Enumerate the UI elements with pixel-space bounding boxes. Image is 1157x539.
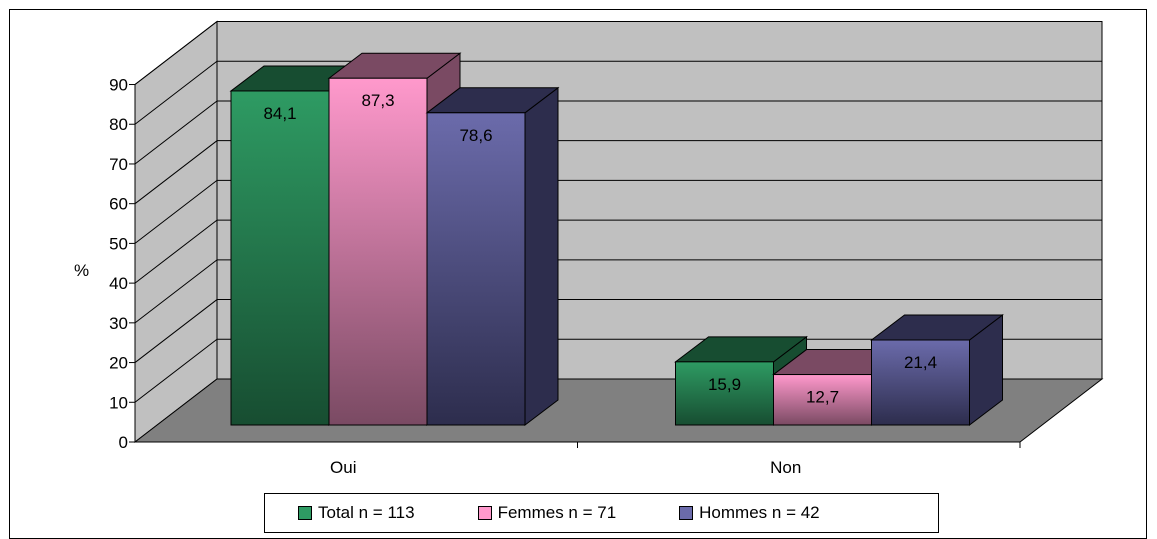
gridline-side bbox=[134, 338, 218, 403]
data-label: 21,4 bbox=[904, 353, 937, 372]
bar-side bbox=[524, 86, 559, 427]
gridline-side bbox=[134, 259, 218, 324]
y-tick-label: 50 bbox=[109, 234, 128, 253]
data-label: 84,1 bbox=[263, 104, 296, 123]
gridline-side bbox=[134, 21, 218, 85]
bar bbox=[871, 339, 970, 426]
legend-swatch-femmes bbox=[477, 506, 492, 520]
y-tick-label: 30 bbox=[109, 314, 128, 333]
legend-label-total: Total n = 113 bbox=[318, 503, 415, 522]
bar-chart-3d: 0 10 20 30 40 50 60 70 80 90% Oui 84,1 87,3 78,6 Non 15… bbox=[74, 20, 1104, 477]
category-label: Oui bbox=[330, 458, 356, 477]
category-label: Non bbox=[770, 458, 801, 477]
bar bbox=[328, 77, 428, 426]
y-tick-label: 40 bbox=[109, 274, 128, 293]
gridline-side bbox=[134, 219, 218, 284]
legend-swatch-total bbox=[298, 506, 312, 520]
legend-label-femmes: Femmes n = 71 bbox=[497, 503, 617, 522]
side-wall bbox=[134, 20, 218, 444]
legend: Total n = 113 Femmes n = 71 Hommes n = 4… bbox=[264, 493, 939, 533]
data-label: 12,7 bbox=[806, 388, 839, 407]
gridline-side bbox=[134, 299, 218, 363]
gridline-side bbox=[134, 180, 218, 244]
bar bbox=[675, 361, 774, 426]
legend-item-total: Total n = 113 bbox=[298, 503, 415, 523]
legend-item-hommes: Hommes n = 42 bbox=[679, 503, 820, 523]
y-axis-title: % bbox=[74, 261, 89, 280]
y-tick-label: 0 bbox=[119, 433, 128, 452]
bar bbox=[773, 374, 872, 426]
y-tick-label: 20 bbox=[109, 354, 128, 373]
bar bbox=[426, 112, 526, 426]
y-tick-label: 70 bbox=[109, 155, 128, 174]
y-tick-label: 60 bbox=[109, 195, 128, 214]
y-tick-label: 80 bbox=[109, 115, 128, 134]
bar bbox=[230, 90, 330, 426]
y-tick-label: 10 bbox=[109, 393, 128, 412]
legend-label-hommes: Hommes n = 42 bbox=[699, 503, 820, 522]
legend-swatch-hommes bbox=[679, 506, 694, 520]
data-label: 78,6 bbox=[459, 126, 492, 145]
data-label: 15,9 bbox=[708, 375, 741, 394]
y-tick-label: 90 bbox=[109, 76, 128, 95]
data-label: 87,3 bbox=[361, 91, 394, 110]
gridline-side bbox=[134, 100, 218, 165]
gridline-side bbox=[134, 140, 218, 205]
gridline-side bbox=[134, 60, 218, 125]
legend-item-femmes: Femmes n = 71 bbox=[477, 503, 617, 523]
